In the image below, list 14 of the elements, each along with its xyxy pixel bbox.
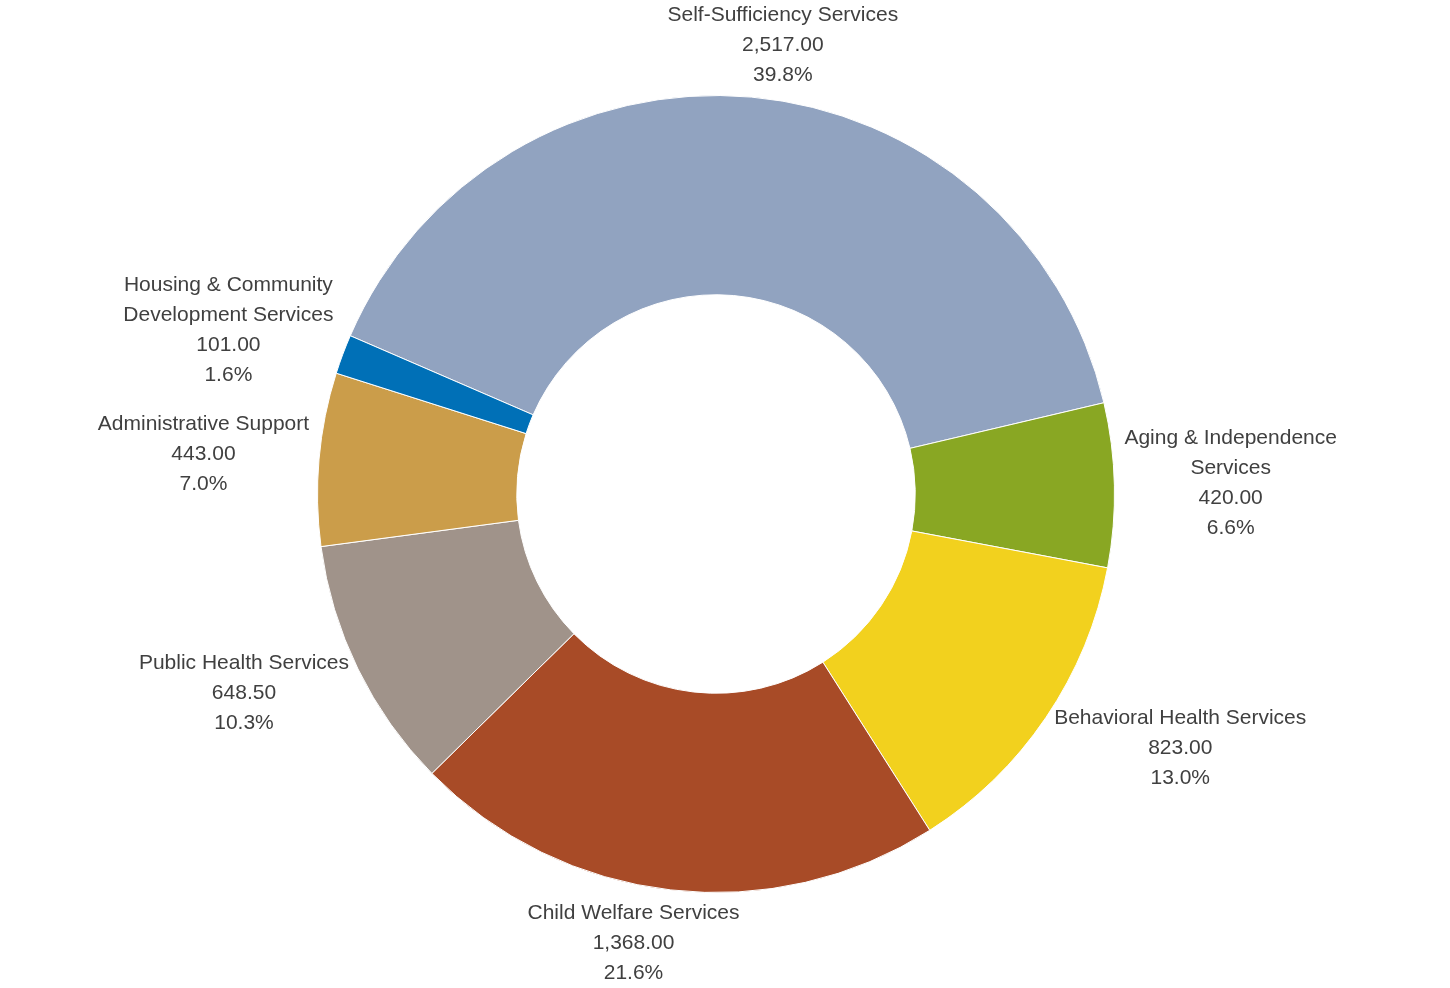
slice-label: Housing & Community Development Services <box>123 271 334 325</box>
data-label: 823.00 13.0% <box>1148 735 1213 789</box>
data-label: 648.50 10.3% <box>211 679 277 733</box>
data-label: 443.00 7.0% <box>171 441 236 495</box>
slice-label: Aging & Independence Services <box>1124 425 1337 479</box>
slice-label: Behavioral Health Services <box>1054 705 1307 729</box>
data-label: 1,368.00 21.6% <box>592 929 675 983</box>
slice-label: Child Welfare Services <box>527 899 740 923</box>
slice-label: Self-Sufficiency Services <box>667 1 899 25</box>
slice-label: Administrative Support <box>97 411 310 435</box>
data-label: 101.00 1.6% <box>196 331 261 385</box>
data-label: 2,517.00 39.8% <box>741 31 824 85</box>
data-label: 420.00 6.6% <box>1198 485 1263 539</box>
slice-label: Public Health Services <box>138 649 350 673</box>
